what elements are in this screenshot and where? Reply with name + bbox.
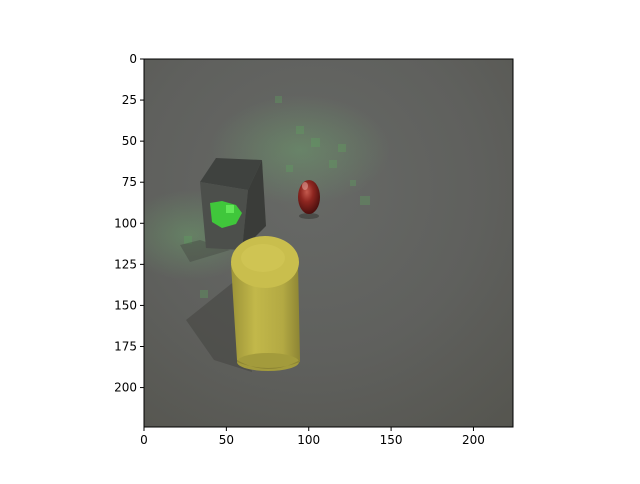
y-axis: 0 25 50 75 100 125 150 175 200 bbox=[114, 52, 144, 395]
y-tick-label: 200 bbox=[114, 381, 137, 395]
yellow-cylinder bbox=[231, 236, 300, 371]
scene-image bbox=[144, 59, 513, 427]
y-tick-label: 150 bbox=[114, 298, 137, 312]
y-tick-label: 175 bbox=[114, 340, 137, 354]
x-tick-label: 50 bbox=[219, 433, 234, 447]
y-tick-label: 75 bbox=[122, 175, 137, 189]
x-axis: 0 50 100 150 200 bbox=[140, 427, 485, 447]
x-tick-label: 0 bbox=[140, 433, 148, 447]
red-sphere bbox=[298, 180, 320, 219]
gray-cube bbox=[200, 158, 266, 250]
x-tick-label: 200 bbox=[462, 433, 485, 447]
y-tick-label: 100 bbox=[114, 216, 137, 230]
x-tick-label: 150 bbox=[380, 433, 403, 447]
y-tick-label: 25 bbox=[122, 93, 137, 107]
x-tick-label: 100 bbox=[297, 433, 320, 447]
y-tick-label: 50 bbox=[122, 134, 137, 148]
cube-shadow bbox=[180, 240, 230, 262]
y-tick-label: 125 bbox=[114, 257, 137, 271]
axes-frame bbox=[143, 58, 514, 428]
y-tick-label: 0 bbox=[129, 52, 137, 66]
